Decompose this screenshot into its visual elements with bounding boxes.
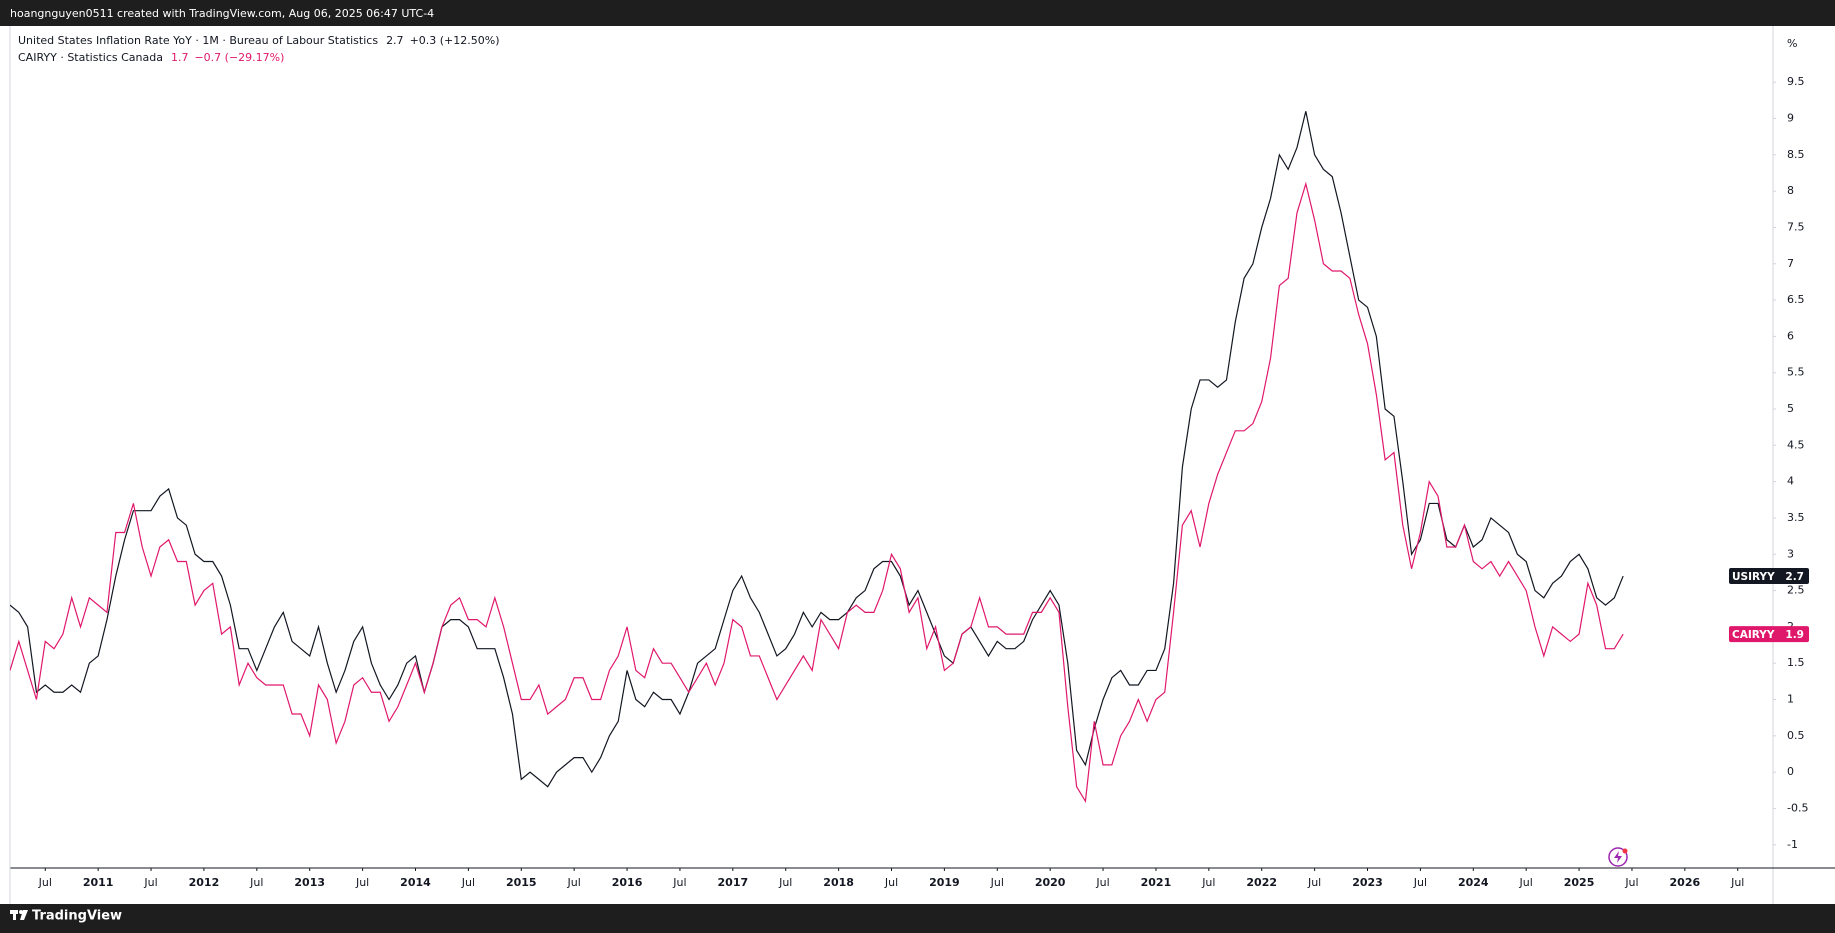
last-value-name: USIRYY — [1732, 571, 1775, 583]
y-tick-label: -0.5 — [1787, 801, 1808, 814]
legend-value: 2.7 — [386, 34, 404, 47]
header-text: hoangnguyen0511 created with TradingView… — [10, 7, 434, 20]
footer-brand: TradingView — [32, 909, 122, 924]
x-tick-label: 2021 — [1141, 876, 1172, 889]
footer-bar — [0, 904, 1835, 933]
last-value-badge — [1729, 568, 1809, 585]
x-tick-label: Jul — [355, 876, 369, 889]
x-tick-label: 2019 — [929, 876, 960, 889]
header-bar — [0, 0, 1835, 26]
x-tick-label: 2025 — [1564, 876, 1595, 889]
x-tick-label: Jul — [1624, 876, 1638, 889]
x-tick-label: 2024 — [1458, 876, 1489, 889]
y-tick-label: 4.5 — [1787, 438, 1805, 451]
brand-logo — [10, 910, 28, 920]
x-tick-label: 2023 — [1352, 876, 1383, 889]
x-tick-label: 2026 — [1670, 876, 1701, 889]
x-tick-label: Jul — [884, 876, 898, 889]
x-tick-label: Jul — [990, 876, 1004, 889]
legend-entry: CAIRYY · Statistics Canada 1.7 −0.7 (−29.1… — [18, 51, 284, 64]
x-tick-label: Jul — [1307, 876, 1321, 889]
y-tick-label: 0 — [1787, 765, 1794, 778]
x-tick-label: Jul — [1519, 876, 1533, 889]
x-tick-label: 2017 — [718, 876, 749, 889]
x-tick-label: 2013 — [294, 876, 325, 889]
x-tick-label: 2012 — [189, 876, 220, 889]
x-tick-label: Jul — [461, 876, 475, 889]
x-tick-label: 2011 — [83, 876, 114, 889]
x-tick-label: Jul — [38, 876, 52, 889]
y-tick-label: 7 — [1787, 257, 1794, 270]
y-tick-label: 6 — [1787, 329, 1794, 342]
x-tick-label: Jul — [672, 876, 686, 889]
data-line — [10, 181, 1624, 804]
legend-value: 1.7 — [171, 51, 189, 64]
y-tick-label: 1.5 — [1787, 656, 1805, 669]
x-tick-label: 2014 — [400, 876, 431, 889]
data-line — [10, 111, 1624, 788]
y-tick-label: 7.5 — [1787, 220, 1805, 233]
y-tick-label: 5 — [1787, 402, 1794, 415]
y-tick-label: 6.5 — [1787, 293, 1805, 306]
x-tick-label: Jul — [1095, 876, 1109, 889]
x-tick-label: Jul — [143, 876, 157, 889]
legend-label: CAIRYY · Statistics Canada — [18, 51, 163, 64]
legend-label: United States Inflation Rate YoY · 1M · … — [18, 34, 378, 47]
last-value-name: CAIRYY — [1732, 629, 1775, 641]
x-tick-label: Jul — [1413, 876, 1427, 889]
y-tick-label: 5.5 — [1787, 366, 1805, 379]
x-tick-label: 2018 — [823, 876, 854, 889]
last-value-badge — [1729, 626, 1809, 643]
x-tick-label: 2020 — [1035, 876, 1066, 889]
legend-change: −0.7 (−29.17%) — [194, 51, 284, 64]
x-tick-label: 2022 — [1246, 876, 1277, 889]
y-tick-label: 8.5 — [1787, 148, 1805, 161]
x-tick-label: Jul — [249, 876, 263, 889]
legend-change: +0.3 (+12.50%) — [410, 34, 500, 47]
last-value: 2.7 — [1785, 571, 1804, 583]
y-tick-label: 4 — [1787, 475, 1794, 488]
y-tick-label: 3.5 — [1787, 511, 1805, 524]
y-unit: % — [1787, 37, 1797, 50]
x-tick-label: 2016 — [612, 876, 643, 889]
x-tick-label: Jul — [1201, 876, 1215, 889]
x-tick-label: 2015 — [506, 876, 537, 889]
y-tick-label: -1 — [1787, 838, 1798, 851]
x-tick-label: Jul — [1730, 876, 1744, 889]
y-tick-label: 9.5 — [1787, 75, 1805, 88]
replay-icon[interactable] — [1608, 847, 1628, 867]
y-tick-label: 0.5 — [1787, 729, 1805, 742]
last-value: 1.9 — [1785, 629, 1804, 641]
y-tick-label: 8 — [1787, 184, 1794, 197]
y-tick-label: 3 — [1787, 547, 1794, 560]
y-tick-label: 1 — [1787, 693, 1794, 706]
y-tick-label: 2.5 — [1787, 584, 1805, 597]
x-tick-label: Jul — [778, 876, 792, 889]
y-tick-label: 9 — [1787, 112, 1794, 125]
legend-entry: United States Inflation Rate YoY · 1M · … — [18, 34, 500, 47]
x-tick-label: Jul — [567, 876, 581, 889]
